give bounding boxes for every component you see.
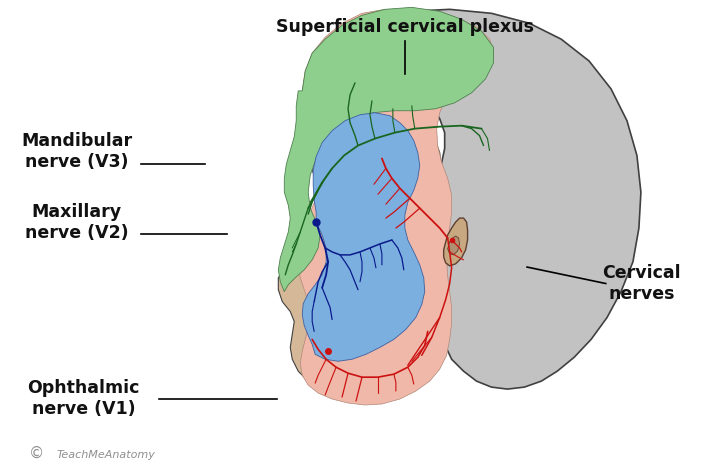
Text: TeachMeAnatomy: TeachMeAnatomy xyxy=(57,450,155,460)
Polygon shape xyxy=(298,9,493,405)
Text: ©: © xyxy=(29,446,44,461)
Polygon shape xyxy=(444,218,467,266)
Text: Maxillary
nerve (V2): Maxillary nerve (V2) xyxy=(24,203,129,242)
Text: Ophthalmic
nerve (V1): Ophthalmic nerve (V1) xyxy=(27,379,140,418)
Text: Cervical
nerves: Cervical nerves xyxy=(602,264,681,303)
Polygon shape xyxy=(279,19,447,397)
Text: Mandibular
nerve (V3): Mandibular nerve (V3) xyxy=(21,132,132,171)
Text: Superficial cervical plexus: Superficial cervical plexus xyxy=(276,18,534,36)
Polygon shape xyxy=(302,113,425,361)
Polygon shape xyxy=(279,8,493,292)
Polygon shape xyxy=(375,9,641,389)
Polygon shape xyxy=(447,236,460,255)
